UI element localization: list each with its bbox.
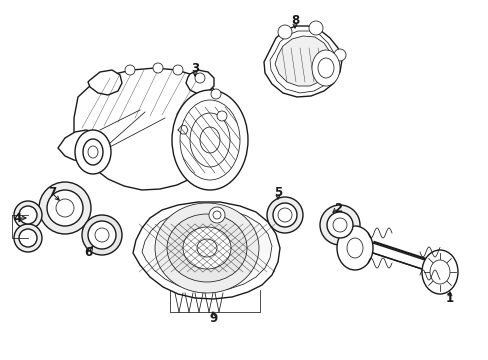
Ellipse shape bbox=[95, 228, 109, 242]
Ellipse shape bbox=[19, 229, 37, 247]
Ellipse shape bbox=[88, 221, 116, 249]
Polygon shape bbox=[133, 202, 280, 299]
Ellipse shape bbox=[278, 25, 291, 39]
Ellipse shape bbox=[346, 238, 362, 258]
Ellipse shape bbox=[200, 127, 220, 153]
Ellipse shape bbox=[56, 199, 74, 217]
Ellipse shape bbox=[167, 214, 246, 282]
Ellipse shape bbox=[272, 203, 296, 227]
Ellipse shape bbox=[208, 207, 224, 223]
Text: 9: 9 bbox=[208, 311, 217, 324]
Ellipse shape bbox=[213, 211, 221, 219]
Ellipse shape bbox=[155, 203, 259, 293]
Ellipse shape bbox=[173, 65, 183, 75]
Ellipse shape bbox=[180, 100, 240, 180]
Ellipse shape bbox=[317, 58, 333, 78]
Ellipse shape bbox=[333, 49, 346, 61]
Text: 2: 2 bbox=[333, 202, 342, 215]
Text: 7: 7 bbox=[48, 186, 56, 199]
Ellipse shape bbox=[88, 146, 98, 158]
Ellipse shape bbox=[14, 201, 42, 229]
Ellipse shape bbox=[75, 130, 111, 174]
Polygon shape bbox=[274, 36, 330, 86]
Ellipse shape bbox=[183, 227, 230, 269]
Polygon shape bbox=[58, 130, 100, 162]
Polygon shape bbox=[74, 68, 225, 190]
Text: 1: 1 bbox=[445, 292, 453, 305]
Ellipse shape bbox=[153, 63, 163, 73]
Ellipse shape bbox=[319, 205, 359, 245]
Text: 8: 8 bbox=[290, 13, 299, 27]
Ellipse shape bbox=[14, 224, 42, 252]
Ellipse shape bbox=[421, 250, 457, 294]
Ellipse shape bbox=[266, 197, 303, 233]
Ellipse shape bbox=[197, 239, 217, 257]
Ellipse shape bbox=[217, 111, 226, 121]
Ellipse shape bbox=[308, 21, 323, 35]
Ellipse shape bbox=[326, 212, 352, 238]
Polygon shape bbox=[269, 31, 334, 93]
Ellipse shape bbox=[429, 260, 449, 284]
Text: 3: 3 bbox=[190, 62, 199, 75]
Ellipse shape bbox=[210, 89, 221, 99]
Text: 6: 6 bbox=[84, 247, 92, 260]
Ellipse shape bbox=[311, 50, 339, 86]
Ellipse shape bbox=[172, 90, 247, 190]
Text: 5: 5 bbox=[273, 186, 282, 199]
Polygon shape bbox=[142, 208, 271, 291]
Ellipse shape bbox=[195, 73, 204, 83]
Polygon shape bbox=[264, 26, 341, 97]
Ellipse shape bbox=[336, 226, 372, 270]
Ellipse shape bbox=[278, 208, 291, 222]
Text: 4: 4 bbox=[14, 211, 22, 225]
Polygon shape bbox=[88, 70, 122, 95]
Ellipse shape bbox=[47, 190, 83, 226]
Ellipse shape bbox=[83, 139, 103, 165]
Ellipse shape bbox=[39, 182, 91, 234]
Ellipse shape bbox=[82, 215, 122, 255]
Ellipse shape bbox=[125, 65, 135, 75]
Ellipse shape bbox=[332, 218, 346, 232]
Ellipse shape bbox=[19, 206, 37, 224]
Polygon shape bbox=[185, 70, 214, 94]
Ellipse shape bbox=[190, 113, 229, 167]
